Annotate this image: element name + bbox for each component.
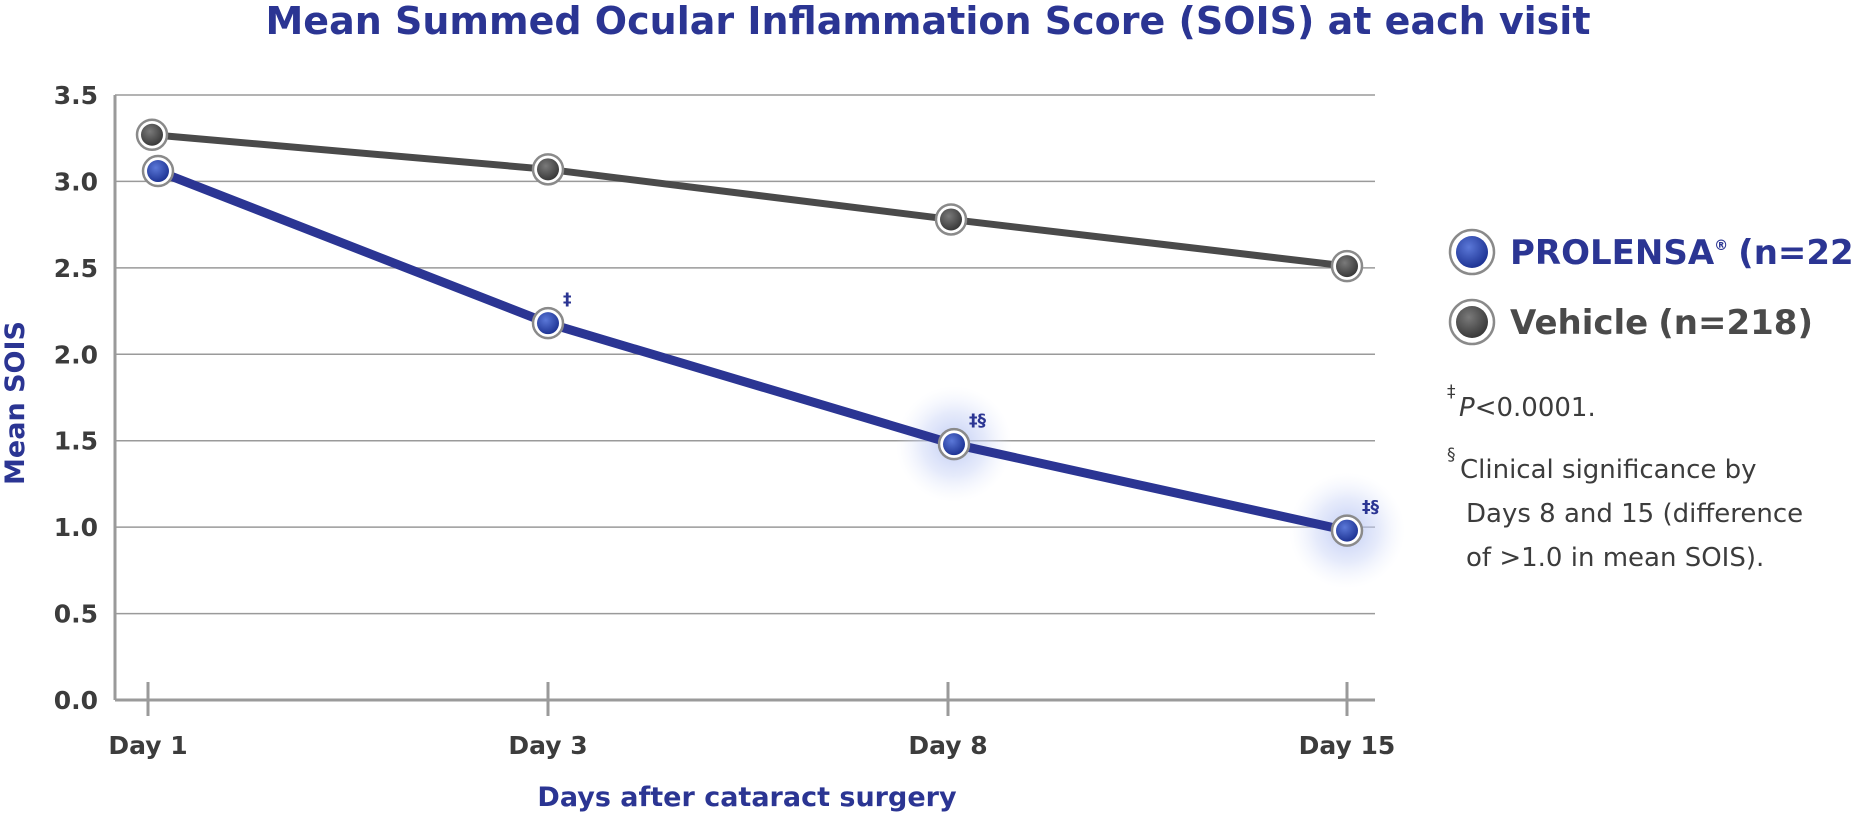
data-point bbox=[141, 154, 175, 188]
data-point bbox=[934, 203, 968, 236]
y-tick-label: 3.0 bbox=[54, 167, 98, 196]
x-tick-label: Day 8 bbox=[908, 731, 987, 760]
y-tick-label: 2.5 bbox=[54, 254, 98, 283]
significance-mark: ‡§ bbox=[969, 411, 987, 431]
x-tick-labels: Day 1 Day 3 Day 8 Day 15 bbox=[108, 731, 1395, 760]
footnote-text: P<0.0001. bbox=[1459, 393, 1596, 423]
legend-item-prolensa: PROLENSA®(n=222) bbox=[1448, 228, 1856, 276]
x-axis-label: Days after cataract surgery bbox=[537, 782, 957, 813]
axes bbox=[113, 95, 1375, 716]
y-axis-label: Mean SOIS bbox=[0, 321, 31, 485]
footnote-line: of >1.0 in mean SOIS). bbox=[1466, 543, 1764, 573]
y-tick-label: 1.5 bbox=[54, 427, 98, 456]
footnote-mark: ‡ bbox=[1447, 382, 1456, 402]
data-point bbox=[1330, 514, 1364, 547]
footnote-p-value: ‡P<0.0001. bbox=[1447, 382, 1596, 423]
footnotes: ‡P<0.0001. § Clinical significance by Days … bbox=[1447, 382, 1803, 573]
y-tick-label: 3.5 bbox=[54, 81, 98, 110]
y-tick-label: 0.0 bbox=[54, 686, 98, 715]
footnote-clinical-significance: § Clinical significance by Days 8 and 15 (… bbox=[1447, 445, 1803, 573]
gridlines bbox=[115, 94, 1375, 615]
x-tick-label: Day 1 bbox=[108, 731, 187, 760]
y-tick-label: 1.0 bbox=[54, 513, 98, 542]
legend: PROLENSA®(n=222) Vehicle(n=218) bbox=[1448, 228, 1856, 346]
y-tick-labels: 0.0 0.5 1.0 1.5 2.0 2.5 3.0 3.5 bbox=[54, 81, 98, 715]
significance-mark: ‡ bbox=[563, 290, 572, 310]
data-point bbox=[135, 118, 169, 152]
footnote-line: Days 8 and 15 (difference bbox=[1466, 499, 1803, 529]
series-vehicle bbox=[135, 118, 1364, 283]
y-tick-label: 2.0 bbox=[54, 340, 98, 369]
y-tick-label: 0.5 bbox=[54, 600, 98, 629]
footnote-mark: § bbox=[1447, 445, 1456, 465]
data-point bbox=[937, 427, 971, 461]
footnote-line: Clinical significance by bbox=[1460, 455, 1757, 485]
significance-mark: ‡§ bbox=[1362, 498, 1380, 518]
legend-label: PROLENSA®(n=222) bbox=[1510, 233, 1856, 273]
data-point bbox=[531, 306, 565, 340]
x-tick-label: Day 3 bbox=[508, 731, 587, 760]
series-prolensa: ‡ ‡§ ‡§ bbox=[141, 154, 1405, 589]
legend-label: Vehicle (n=218) bbox=[1510, 303, 1813, 343]
legend-item-vehicle: Vehicle (n=218) bbox=[1448, 298, 1813, 346]
data-point bbox=[531, 153, 565, 186]
series-line bbox=[151, 131, 1348, 270]
x-tick-label: Day 15 bbox=[1299, 731, 1396, 760]
series-line bbox=[156, 166, 1348, 535]
data-point bbox=[1330, 249, 1364, 283]
series-layer: ‡ ‡§ ‡§ bbox=[135, 118, 1405, 589]
chart-title: Mean Summed Ocular Inflammation Score (S… bbox=[265, 0, 1590, 43]
